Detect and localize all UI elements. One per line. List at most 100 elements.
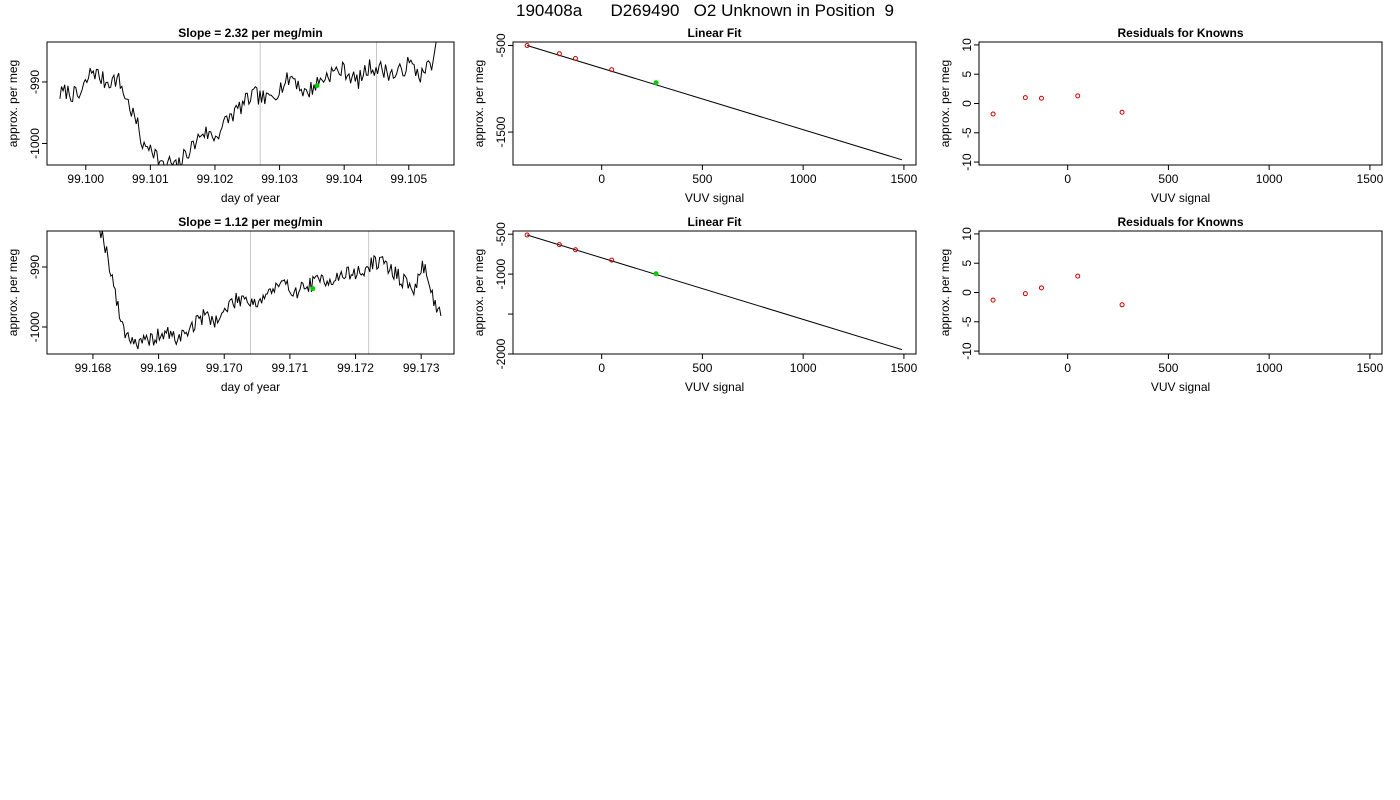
x-tick-label: 0 (1064, 361, 1071, 375)
x-tick-label: 99.103 (261, 172, 298, 186)
x-tick-label: 99.168 (75, 361, 112, 375)
x-tick-label: 500 (692, 172, 712, 186)
x-tick-label: 500 (692, 361, 712, 375)
y-tick-label: -990 (28, 255, 42, 279)
y-axis-label: approx. per meg (6, 60, 20, 147)
unknown-point (653, 80, 659, 86)
known-point (556, 51, 562, 57)
x-tick-label: 500 (1158, 172, 1178, 186)
y-tick-label: -1000 (494, 258, 508, 289)
panel-title: Residuals for Knowns (1117, 215, 1243, 229)
plot-frame (978, 230, 1383, 355)
series-line (99, 231, 442, 350)
x-tick-label: 99.173 (403, 361, 440, 375)
panel-title: Residuals for Knowns (1117, 26, 1243, 40)
chart-panel-linear-fit-1: Linear Fit 0 500 1000 1500 -1500 -500 VUV signa… (472, 26, 918, 205)
known-point (1075, 93, 1081, 99)
x-tick-label: 0 (598, 172, 605, 186)
y-axis-label: approx. per meg (472, 60, 486, 147)
x-tick-label: 99.172 (337, 361, 374, 375)
panel-title: Slope = 1.12 per meg/min (178, 215, 322, 229)
y-axis-label: approx. per meg (472, 249, 486, 336)
x-tick-label: 99.101 (132, 172, 169, 186)
x-tick-label: 1000 (1256, 361, 1283, 375)
x-tick-label: 99.169 (140, 361, 177, 375)
x-tick-label: 99.104 (326, 172, 363, 186)
x-tick-label: 99.102 (197, 172, 234, 186)
x-tick-label: 0 (598, 361, 605, 375)
chart-panel-residuals-1: Residuals for Knowns 0 500 1000 1500 -10 -5 0 5 1… (938, 26, 1384, 205)
figure-title: 190408a D269490 O2 Unknown in Position 9 (515, 1, 895, 20)
x-tick-label: 1500 (891, 172, 918, 186)
y-tick-label: 0 (960, 289, 974, 296)
x-tick-label: 1500 (891, 361, 918, 375)
known-point (990, 297, 996, 303)
x-axis-label: VUV signal (685, 380, 744, 394)
y-tick-label: -990 (28, 70, 42, 94)
x-tick-label: 99.171 (272, 361, 309, 375)
series-line (59, 42, 437, 165)
chart-panel-time-series-1: Slope = 2.32 per meg/min 99.100 99.101 99.1… (6, 26, 455, 205)
y-tick-label: -1500 (494, 116, 508, 147)
plot-frame (978, 41, 1383, 166)
plot-frame (46, 230, 455, 355)
x-tick-label: 1000 (790, 172, 817, 186)
y-tick-label: 5 (960, 71, 974, 78)
plot-area (99, 231, 442, 354)
chart-panel-time-series-2: Slope = 1.12 per meg/min 99.168 99.169 99.1… (6, 215, 455, 394)
y-tick-label: -2000 (494, 338, 508, 369)
y-tick-label: -5 (960, 127, 974, 138)
chart-panel-residuals-2: Residuals for Knowns 0 500 1000 1500 -10 -5 0 5 1… (938, 215, 1384, 394)
known-point (1075, 273, 1081, 279)
chart-panel-linear-fit-2: Linear Fit 0 500 1000 1500 -2000 -1000 -500 VUV … (472, 215, 918, 394)
unknown-point (310, 286, 316, 292)
y-axis-label: approx. per meg (6, 249, 20, 336)
fit-line (526, 234, 903, 351)
y-tick-label: -500 (494, 33, 508, 57)
y-tick-label: -5 (960, 316, 974, 327)
plot-area (990, 273, 1125, 308)
known-point (1038, 285, 1044, 291)
x-tick-label: 0 (1064, 172, 1071, 186)
known-point (1022, 291, 1028, 297)
y-axis-label: approx. per meg (938, 249, 952, 336)
panel-title: Linear Fit (687, 215, 741, 229)
y-tick-label: -10 (960, 342, 974, 360)
y-tick-label: 10 (960, 38, 974, 52)
plot-area (524, 232, 903, 351)
known-point (1119, 302, 1125, 308)
y-tick-label: 0 (960, 100, 974, 107)
known-point (1038, 95, 1044, 101)
known-point (609, 67, 615, 73)
known-point (572, 55, 578, 61)
plot-area (59, 42, 437, 165)
plot-area (524, 42, 903, 161)
x-axis-label: VUV signal (1151, 380, 1210, 394)
x-axis-label: VUV signal (1151, 191, 1210, 205)
known-point (556, 242, 562, 248)
x-tick-label: 99.170 (206, 361, 243, 375)
x-tick-label: 1500 (1357, 172, 1384, 186)
plot-frame (46, 41, 455, 166)
plot-frame (512, 230, 917, 355)
y-tick-label: -500 (494, 222, 508, 246)
unknown-point (653, 271, 659, 277)
panel-title: Linear Fit (687, 26, 741, 40)
known-point (524, 42, 530, 48)
fit-line (526, 44, 903, 161)
x-tick-label: 1500 (1357, 361, 1384, 375)
known-point (572, 247, 578, 253)
y-tick-label: 10 (960, 227, 974, 241)
known-point (609, 257, 615, 263)
unknown-point (314, 83, 320, 89)
known-point (524, 232, 530, 238)
x-tick-label: 99.100 (67, 172, 104, 186)
known-point (1022, 95, 1028, 101)
y-tick-label: -10 (960, 153, 974, 171)
y-tick-label: 5 (960, 260, 974, 267)
y-axis-label: approx. per meg (938, 60, 952, 147)
plot-area (990, 93, 1125, 117)
x-tick-label: 1000 (790, 361, 817, 375)
plot-frame (512, 41, 917, 166)
x-axis-label: day of year (221, 191, 280, 205)
